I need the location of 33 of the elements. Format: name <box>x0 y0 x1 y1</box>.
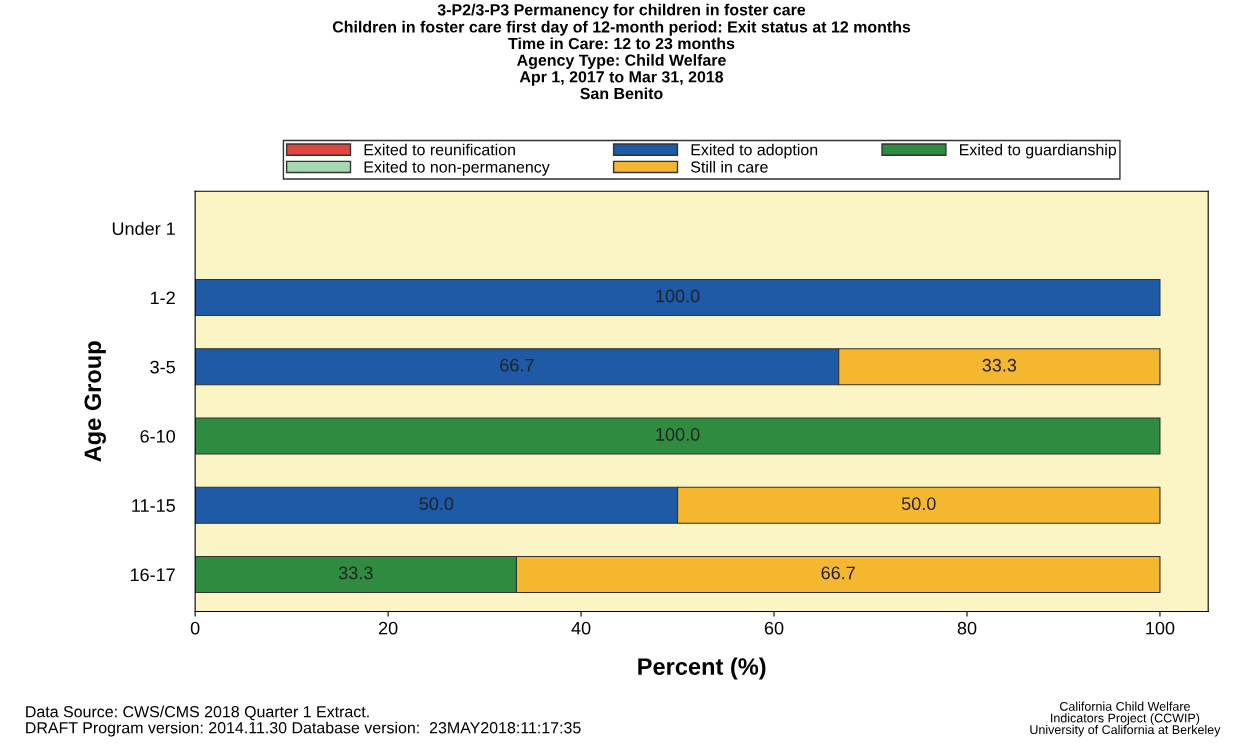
y-tick-label: 11-15 <box>132 499 175 512</box>
data-label: 50.0 <box>419 497 454 511</box>
y-tick-label: Under 1 <box>112 221 175 236</box>
y-tick-label: 16-17 <box>130 568 175 582</box>
x-tick-label: 40 <box>571 621 591 635</box>
x-tick-label: 20 <box>378 621 398 635</box>
y-tick-label: 1-2 <box>150 291 175 305</box>
x-tick-label: 80 <box>957 621 977 635</box>
bar <box>195 278 1161 317</box>
x-tick-label: 0 <box>190 621 200 635</box>
data-label: 50.0 <box>901 497 936 511</box>
legend-label: Still in care <box>691 160 768 173</box>
text: California Child Welfare Indicators Project (CCWIP) University of California at Berkeley <box>1030 701 1221 737</box>
legend-label: Exited to non-permanency <box>364 160 550 176</box>
x-tick-label: 60 <box>764 621 784 635</box>
y-axis-title: Age Group <box>84 341 106 462</box>
data-label: 66.7 <box>821 566 855 580</box>
y-tick-label: 3-5 <box>150 360 175 374</box>
bar <box>195 417 1161 455</box>
x-axis-title: Percent (%) <box>638 657 766 680</box>
legend-label: Exited to reunification <box>364 143 515 156</box>
data-label: 33.3 <box>338 566 373 580</box>
source-note: Data Source: CWS/CMS 2018 Quarter 1 Extract. DRAFT Program version: 2014.11.30 Database version: 23MAY2018:11:17:35 <box>26 705 581 737</box>
x-tick-label: 100 <box>1146 621 1175 635</box>
chart-subtitle: Children in foster care first day of 12-month period: Exit status at 12 months Time in Care: 12 to 23 months Agency Type: Child Welfare Apr 1, 2017 to Mar 31, 2018 San Benito <box>332 20 911 100</box>
data-label: 100.0 <box>656 289 700 303</box>
chart-title: 3-P2/3-P3 Permanency for children in foster care <box>437 3 806 19</box>
data-label: 100.0 <box>656 428 700 441</box>
legend-label: Exited to adoption <box>691 143 818 159</box>
data-label: 66.7 <box>500 358 534 372</box>
data-label: 33.3 <box>982 358 1017 372</box>
legend-label: Exited to guardianship <box>960 143 1117 159</box>
y-tick-label: 6-10 <box>140 429 175 443</box>
